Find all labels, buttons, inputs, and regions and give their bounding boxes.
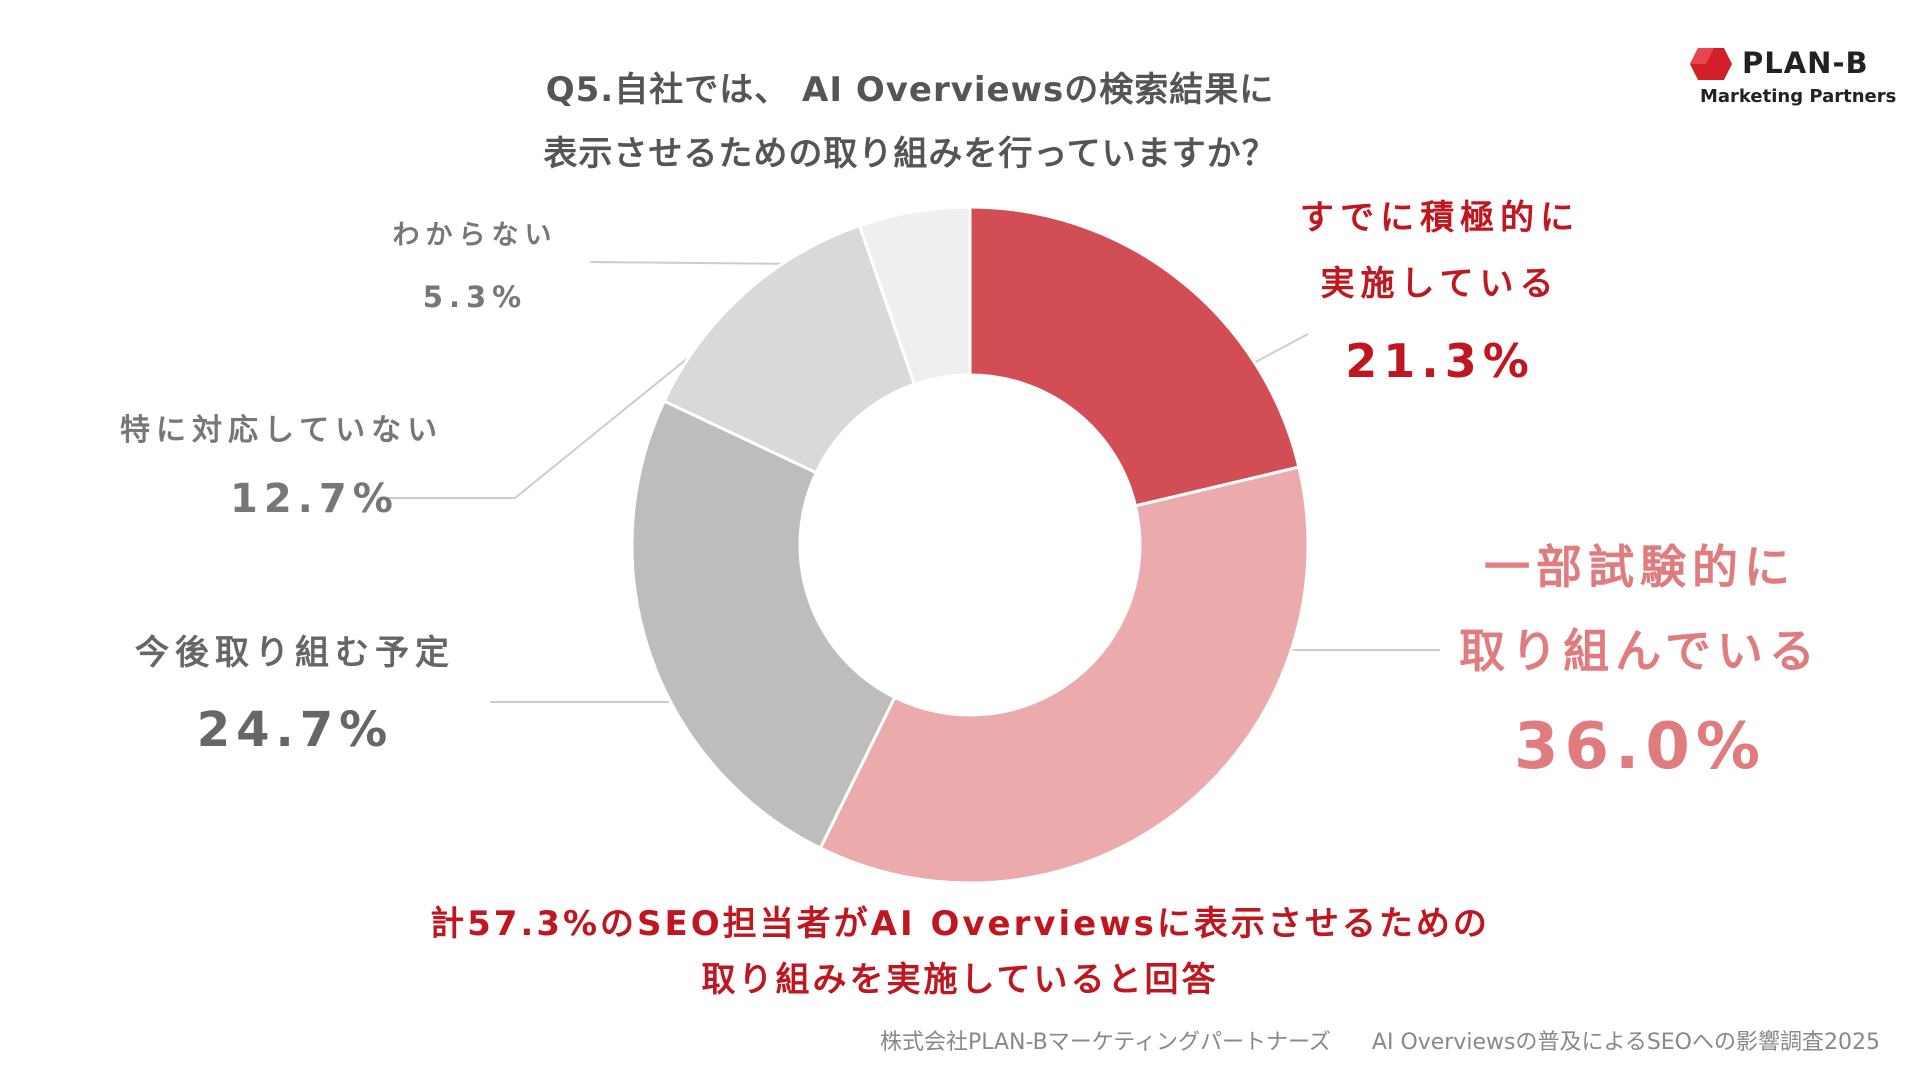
label-none-line-1: 特に対応していない xyxy=(120,413,444,448)
conclusion-line-1: 計57.3%のSEO担当者がAI Overviewsに表示させるための xyxy=(430,904,1490,944)
label-unknown-value: 5.3% xyxy=(422,280,528,314)
label-partial-value: 36.0% xyxy=(1513,710,1767,784)
chart-title: Q5.自社では、 AI Overviewsの検索結果に 表示させるための取り組み… xyxy=(440,58,1380,186)
label-partial-line-1: 一部試験的に xyxy=(1484,540,1796,594)
label-active-value: 21.3% xyxy=(1345,334,1535,388)
footer-source: 株式会社PLAN-Bマーケティングパートナーズ AI Overviewsの普及に… xyxy=(880,1024,1880,1056)
label-active-line-2: 実施している xyxy=(1320,264,1560,304)
chart-title-line-2: 表示させるための取り組みを行っていますか？ xyxy=(543,134,1277,174)
label-active-line-1: すでに積極的に xyxy=(1299,198,1581,238)
logo-subtitle: Marketing Partners xyxy=(1700,86,1897,107)
donut-slice-0 xyxy=(968,205,1301,508)
label-partial: 一部試験的に 取り組んでいる 36.0% xyxy=(1440,525,1840,797)
label-none-value: 12.7% xyxy=(230,476,399,522)
chart-title-line-1: Q5.自社では、 AI Overviewsの検索結果に xyxy=(545,70,1275,110)
logo-name: PLAN-B xyxy=(1742,46,1869,80)
donut-slice-3 xyxy=(662,223,917,475)
plan-b-logo-highlight xyxy=(1690,48,1714,64)
label-future: 今後取り組む予定 24.7% xyxy=(125,625,465,769)
leader-line-none xyxy=(380,297,763,499)
donut-slice-1 xyxy=(818,465,1310,885)
brand-logo: PLAN-B Marketing Partners xyxy=(1690,42,1896,112)
footer-survey: AI Overviewsの普及によるSEOへの影響調査2025 xyxy=(1371,1030,1880,1055)
conclusion-text: 計57.3%のSEO担当者がAI Overviewsに表示させるための 取り組み… xyxy=(380,896,1540,1008)
label-none: 特に対応していない 12.7% xyxy=(120,407,480,531)
donut-slice-2 xyxy=(630,399,897,851)
donut-slices xyxy=(630,205,1310,885)
footer-company: 株式会社PLAN-Bマーケティングパートナーズ xyxy=(879,1030,1331,1055)
label-future-line-1: 今後取り組む予定 xyxy=(135,633,455,673)
donut-slice-4 xyxy=(857,205,972,387)
conclusion-line-2: 取り組みを実施していると回答 xyxy=(701,960,1219,1000)
label-unknown: わからない 5.3% xyxy=(380,214,570,322)
label-unknown-line-1: わからない xyxy=(392,220,558,251)
plan-b-logo-icon xyxy=(1690,48,1732,80)
label-active: すでに積極的に 実施している 21.3% xyxy=(1260,185,1620,399)
label-future-value: 24.7% xyxy=(196,702,394,758)
label-partial-line-2: 取り組んでいる xyxy=(1459,624,1821,678)
